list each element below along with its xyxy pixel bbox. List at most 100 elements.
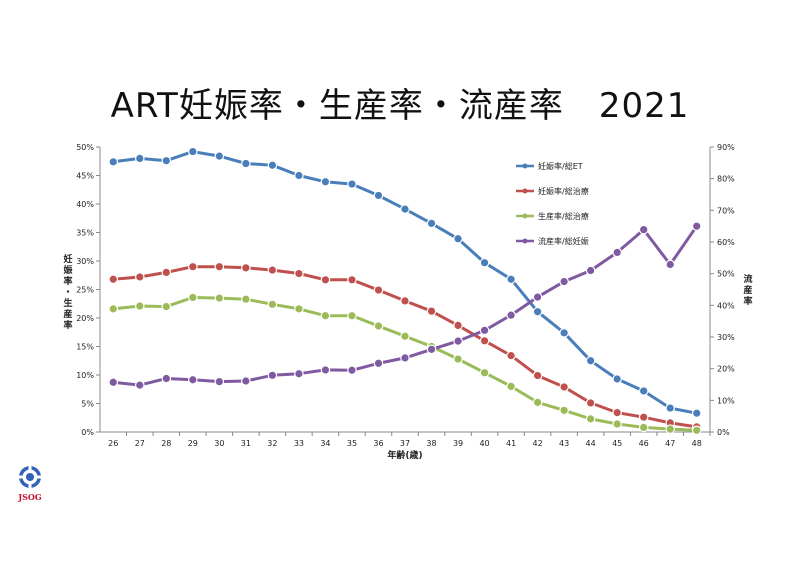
right-tick-label: 10% <box>717 396 735 405</box>
legend-label: 流産率/総妊娠 <box>538 236 589 246</box>
x-tick-label: 32 <box>267 439 277 448</box>
x-tick-label: 29 <box>188 439 198 448</box>
data-point <box>108 274 119 285</box>
data-point <box>400 296 410 306</box>
x-tick-label: 40 <box>479 439 489 448</box>
data-point <box>294 170 304 181</box>
data-point <box>585 355 596 366</box>
left-tick-label: 30% <box>76 257 94 266</box>
legend-marker <box>522 188 528 194</box>
chart-series <box>108 146 702 436</box>
data-point <box>426 218 437 229</box>
data-point <box>532 292 543 302</box>
legend-marker <box>522 238 528 244</box>
data-point <box>479 367 490 378</box>
data-point <box>585 398 596 408</box>
x-tick-label: 41 <box>506 439 516 448</box>
data-point <box>214 151 225 161</box>
x-tick-label: 43 <box>559 439 569 448</box>
data-point <box>585 265 596 276</box>
data-point <box>665 403 676 413</box>
data-point <box>294 268 304 279</box>
data-point <box>214 261 225 272</box>
data-point <box>108 157 119 167</box>
data-point <box>479 325 490 336</box>
data-point <box>134 153 145 164</box>
data-point <box>453 320 463 331</box>
data-point <box>453 354 463 364</box>
right-tick-label: 90% <box>717 143 735 152</box>
left-tick-label: 45% <box>76 172 94 181</box>
data-point <box>426 344 437 355</box>
legend-marker <box>522 163 528 169</box>
x-tick-label: 42 <box>533 439 543 448</box>
data-point <box>161 373 172 384</box>
chart-title: ART妊娠率・生産率・流産率 2021 <box>110 86 690 126</box>
data-point <box>134 272 145 282</box>
data-point <box>320 310 331 321</box>
data-point <box>612 419 622 429</box>
x-tick-label: 47 <box>665 439 675 448</box>
x-tick-label: 38 <box>426 439 436 448</box>
x-tick-label: 28 <box>161 439 171 448</box>
left-tick-label: 15% <box>76 343 94 352</box>
x-tick-label: 31 <box>241 439 251 448</box>
legend-label: 生産率/総治療 <box>538 211 589 221</box>
data-point <box>241 263 251 273</box>
data-point <box>506 350 516 361</box>
data-point <box>559 276 569 287</box>
y-axis-left-label: 妊娠率・生産率 <box>63 253 73 331</box>
chart-axes: 0% 5% 10% 15% 20% 25% 30% 35% 40% 45% 50% 0% 10% 20% 3… <box>63 143 752 461</box>
x-tick-label: 27 <box>135 439 145 448</box>
data-point <box>294 304 304 314</box>
left-tick-label: 5% <box>81 400 94 409</box>
data-point <box>188 292 198 303</box>
series-line-0 <box>113 150 697 415</box>
right-tick-label: 60% <box>717 238 735 247</box>
data-point <box>638 224 649 235</box>
data-point <box>638 422 649 433</box>
data-point <box>267 299 278 310</box>
data-point <box>638 386 649 396</box>
data-point <box>373 190 384 201</box>
data-point <box>638 412 649 422</box>
jsog-logo-icon <box>19 466 41 488</box>
right-tick-label: 20% <box>717 365 735 374</box>
data-point <box>532 306 543 317</box>
data-point <box>267 370 278 381</box>
data-point <box>585 414 596 424</box>
data-point <box>532 370 543 381</box>
data-point <box>559 405 569 416</box>
data-point <box>214 376 225 387</box>
data-point <box>400 331 410 342</box>
left-tick-label: 0% <box>81 428 94 437</box>
left-tick-label: 20% <box>76 314 94 323</box>
data-point <box>373 358 384 369</box>
left-tick-label: 10% <box>76 371 94 380</box>
data-point <box>612 247 622 258</box>
x-tick-label: 26 <box>108 439 118 448</box>
data-point <box>347 179 357 189</box>
data-point <box>241 158 251 169</box>
x-tick-label: 35 <box>347 439 357 448</box>
data-point <box>426 306 437 316</box>
data-point <box>665 424 676 434</box>
data-point <box>294 368 304 379</box>
left-tick-label: 40% <box>76 200 94 209</box>
right-tick-label: 0% <box>717 428 730 437</box>
data-point <box>373 321 384 331</box>
x-axis-label: 年齢(歳) <box>387 449 422 461</box>
data-point <box>241 294 251 304</box>
right-tick-label: 50% <box>717 270 735 279</box>
legend-marker <box>522 213 528 219</box>
data-point <box>691 408 702 418</box>
data-point <box>532 397 543 408</box>
data-point <box>691 425 702 436</box>
data-point <box>347 275 357 285</box>
data-point <box>347 310 357 321</box>
data-point <box>320 365 331 375</box>
data-point <box>161 301 172 312</box>
y-axis-right-label: 流産率 <box>743 273 752 307</box>
data-point <box>134 380 145 390</box>
